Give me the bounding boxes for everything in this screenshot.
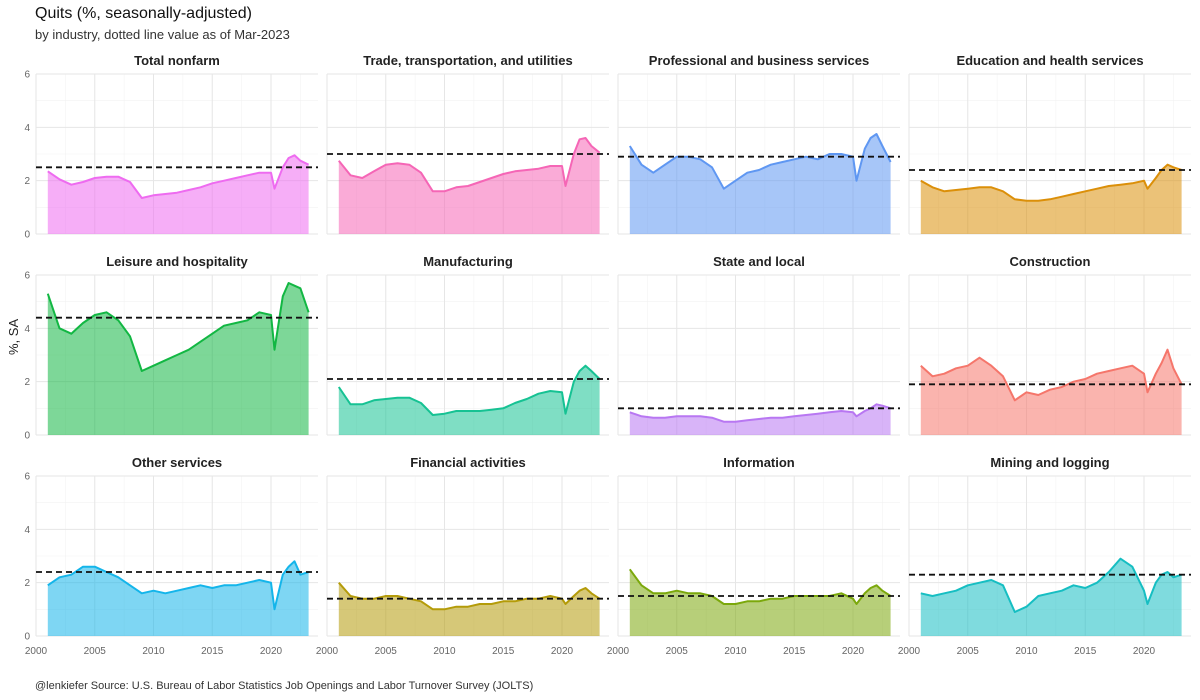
x-tick-label: 2010 [433,646,456,657]
line-information [628,568,892,605]
area-mining-and-logging [920,558,1182,636]
panel-title-education-and-health-services: Education and health services [956,53,1143,68]
x-tick-label: 2020 [1133,646,1156,657]
area-professional-and-business-services [629,134,891,234]
area-total-nonfarm [47,155,309,234]
line-construction [920,348,1183,402]
line-state-and-local [629,403,891,423]
line-mining-and-logging [920,557,1182,613]
y-tick-label: 6 [24,70,30,81]
x-tick-label: 2015 [1074,646,1097,657]
panel-title-leisure-and-hospitality: Leisure and hospitality [106,254,248,269]
x-tick-label: 2020 [551,646,574,657]
area-construction [920,349,1182,435]
y-tick-label: 0 [24,431,30,442]
line-leisure-and-hospitality [46,282,310,372]
panel-title-information: Information [723,455,795,470]
chart-title: Quits (%, seasonally-adjusted) [35,5,252,22]
x-tick-label: 2010 [1015,646,1038,657]
x-tick-label: 2010 [142,646,165,657]
panel-title-construction: Construction [1010,254,1091,269]
line-education-and-health-services [920,163,1182,202]
y-tick-label: 0 [24,632,30,643]
line-trade-transportation-and-utilities [338,137,601,193]
x-tick-label: 2020 [260,646,283,657]
panel-title-professional-and-business-services: Professional and business services [649,53,869,68]
area-other-services [47,561,309,636]
y-tick-label: 6 [24,271,30,282]
x-tick-label: 2005 [375,646,398,657]
panel-title-manufacturing: Manufacturing [423,254,513,269]
area-information [629,569,891,636]
chart-subtitle: by industry, dotted line value as of Mar… [35,27,290,42]
y-tick-label: 2 [24,377,30,388]
line-total-nonfarm [47,154,310,199]
panel-title-total-nonfarm: Total nonfarm [134,53,220,68]
x-tick-label: 2005 [84,646,107,657]
x-tick-label: 2015 [783,646,806,657]
y-tick-label: 4 [24,123,30,134]
x-tick-label: 2005 [666,646,689,657]
y-tick-label: 4 [24,525,30,536]
panel-title-trade-transportation-and-utilities: Trade, transportation, and utilities [363,53,572,68]
line-other-services [47,560,309,611]
y-tick-label: 0 [24,230,30,241]
x-tick-label: 2020 [842,646,865,657]
x-tick-label: 2000 [898,646,921,657]
x-tick-label: 2015 [201,646,224,657]
panel-title-mining-and-logging: Mining and logging [990,455,1109,470]
area-leisure-and-hospitality [47,283,309,435]
panel-title-financial-activities: Financial activities [410,455,526,470]
panel-title-other-services: Other services [132,455,222,470]
area-manufacturing [338,365,600,435]
line-manufacturing [337,364,601,416]
x-tick-label: 2000 [25,646,48,657]
y-tick-label: 6 [24,472,30,483]
area-financial-activities [338,582,600,636]
x-tick-label: 2015 [492,646,515,657]
panel-title-state-and-local: State and local [713,254,805,269]
x-tick-label: 2000 [607,646,630,657]
chart-caption: @lenkiefer Source: U.S. Bureau of Labor … [35,680,534,692]
line-financial-activities [338,582,601,611]
y-tick-label: 4 [24,324,30,335]
x-tick-label: 2000 [316,646,339,657]
y-tick-label: 2 [24,176,30,187]
x-tick-label: 2010 [724,646,747,657]
y-tick-label: 2 [24,578,30,589]
x-tick-label: 2005 [957,646,980,657]
